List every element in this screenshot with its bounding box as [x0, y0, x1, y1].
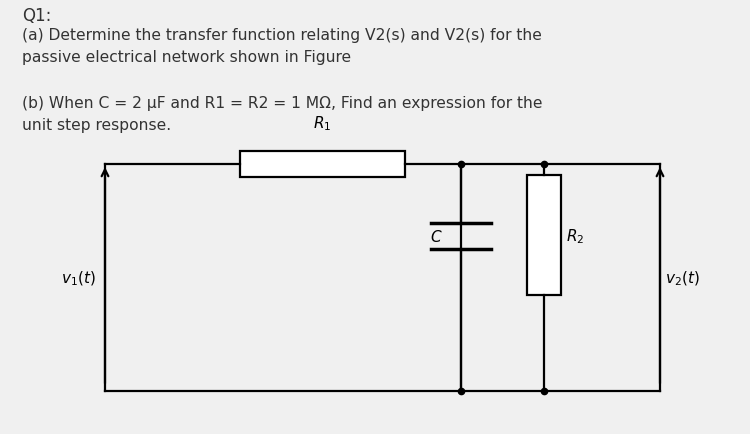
Text: $v_1(t)$: $v_1(t)$	[62, 269, 96, 287]
Text: (a) Determine the transfer function relating V2(s) and V2(s) for the
passive ele: (a) Determine the transfer function rela…	[22, 28, 542, 66]
Bar	[240, 152, 405, 178]
Bar	[526, 176, 560, 295]
Text: $v_2(t)$: $v_2(t)$	[665, 269, 700, 287]
Text: (b) When C = 2 μF and R1 = R2 = 1 MΩ, Find an expression for the
unit step respo: (b) When C = 2 μF and R1 = R2 = 1 MΩ, Fi…	[22, 95, 543, 133]
Text: $R_2$: $R_2$	[566, 227, 584, 246]
Text: $R_1$: $R_1$	[314, 114, 332, 132]
Text: Q1:: Q1:	[22, 7, 52, 24]
Text: $C$: $C$	[430, 229, 442, 244]
